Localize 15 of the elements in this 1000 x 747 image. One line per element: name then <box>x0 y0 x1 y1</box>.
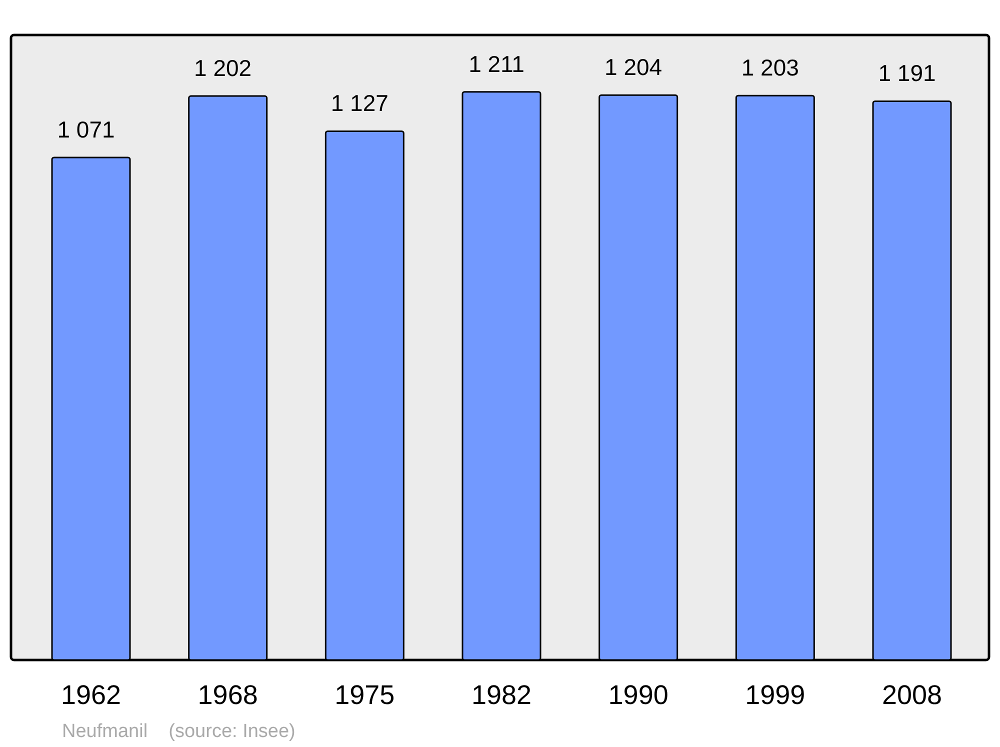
data-label: 1 071 <box>57 116 115 143</box>
data-label: 1 191 <box>878 60 936 86</box>
x-tick-label: 2008 <box>882 680 942 710</box>
data-label: 1 127 <box>330 90 388 116</box>
x-tick-label: 1968 <box>198 680 258 710</box>
x-tick-label: 1975 <box>334 680 395 710</box>
x-tick-label: 1990 <box>608 680 668 710</box>
x-tick-label: 1999 <box>745 680 806 710</box>
data-label: 1 203 <box>741 54 799 81</box>
data-label: 1 211 <box>468 50 524 77</box>
data-label: 1 204 <box>604 54 662 80</box>
text: Neufmanil (source: Insee) <box>62 721 296 742</box>
data-label: 1 202 <box>194 55 252 82</box>
x-tick-label: 1962 <box>60 680 122 710</box>
x-tick-label: 1982 <box>471 680 532 710</box>
